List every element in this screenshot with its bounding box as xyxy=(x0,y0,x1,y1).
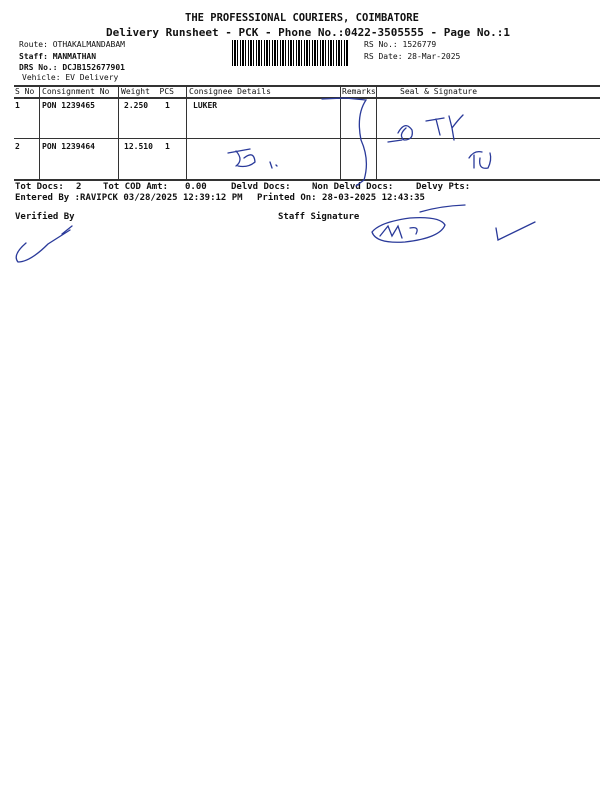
delvy-pts-label: Delvy Pts: xyxy=(416,182,471,192)
header-remarks: Remarks xyxy=(342,87,376,96)
company-title: THE PROFESSIONAL COURIERS, COIMBATORE xyxy=(185,12,419,24)
vehicle: Vehicle: EV Delivery xyxy=(22,73,119,82)
header-weight-pcs: Weight PCS xyxy=(121,87,174,96)
barcode xyxy=(232,40,348,66)
tot-docs: 2 xyxy=(76,182,82,192)
sno: 2 xyxy=(15,142,20,151)
staff-signature-tick xyxy=(495,221,536,241)
tot-docs-label: Tot Docs: xyxy=(15,182,64,192)
signature-row1 xyxy=(387,114,464,143)
verified-by-label: Verified By xyxy=(15,212,75,222)
header-consignee: Consignee Details xyxy=(189,87,271,96)
rs-date: RS Date: 28-Mar-2025 xyxy=(364,52,461,61)
signature-row2 xyxy=(468,150,492,169)
sno: 1 xyxy=(15,101,20,110)
consignment-no: PON 1239465 xyxy=(42,101,95,110)
header-seal-signature: Seal & Signature xyxy=(400,87,478,96)
consignee: LUKER xyxy=(193,101,218,110)
consignment-no: PON 1239464 xyxy=(42,142,95,151)
staff-signature xyxy=(371,204,466,243)
staff-signature-label: Staff Signature xyxy=(278,212,360,222)
cod-amount: 0.00 xyxy=(185,182,207,192)
pcs: 1 xyxy=(165,101,170,110)
staff: Staff: MANMATHAN xyxy=(19,52,97,61)
verified-signature xyxy=(15,225,73,263)
printed-on: Printed On: 28-03-2025 12:43:35 xyxy=(257,193,425,203)
drs-no: DRS No.: DCJB152677901 xyxy=(19,63,125,72)
delvd-docs-label: Delvd Docs: xyxy=(231,182,291,192)
cod-label: Tot COD Amt: xyxy=(103,182,169,192)
weight: 12.510 xyxy=(124,142,153,151)
entered-by: Entered By :RAVIPCK 03/28/2025 12:39:12 … xyxy=(15,193,243,203)
remarks-bracket-mark xyxy=(321,97,368,187)
weight: 2.250 xyxy=(124,101,149,110)
non-delvd-docs-label: Non Delvd Docs: xyxy=(312,182,394,192)
pcs: 1 xyxy=(165,142,170,151)
rs-no: RS No.: 1526779 xyxy=(364,40,437,49)
consignee-mark xyxy=(227,148,278,169)
header-consignment: Consignment No xyxy=(42,87,110,96)
route: Route: OTHAKALMANDABAM xyxy=(19,40,125,49)
document-subtitle: Delivery Runsheet - PCK - Phone No.:0422… xyxy=(106,26,510,39)
header-sno: S No xyxy=(15,87,35,96)
